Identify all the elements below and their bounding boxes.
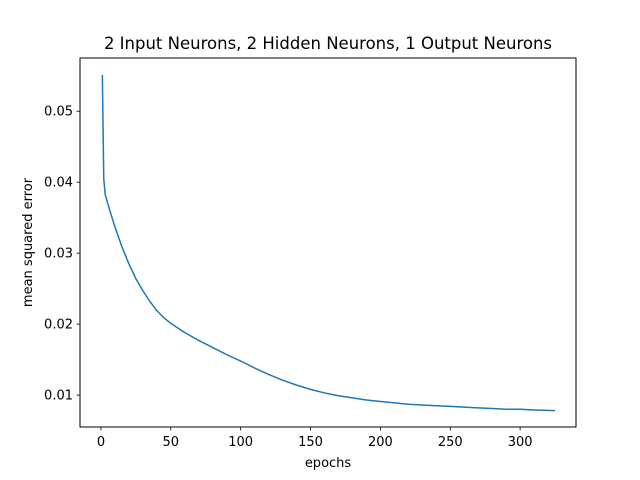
- y-axis-label: mean squared error: [21, 177, 36, 307]
- x-tick-label: 100: [228, 435, 253, 450]
- x-tick-label: 250: [438, 435, 463, 450]
- y-tick-label: 0.03: [44, 247, 73, 262]
- y-axis: 0.01 0.02 0.03 0.04 0.05: [44, 105, 80, 404]
- x-tick-label: 300: [508, 435, 533, 450]
- plot-area: [101, 75, 556, 412]
- y-tick-label: 0.05: [44, 105, 73, 120]
- x-tick-label: 200: [368, 435, 393, 450]
- axes-frame: [79, 57, 577, 428]
- y-tick-label: 0.02: [44, 318, 73, 333]
- y-tick-label: 0.01: [44, 389, 73, 404]
- x-tick-label: 50: [163, 435, 180, 450]
- x-axis-label: epochs: [305, 456, 352, 471]
- x-axis: 0 50 100 150 200 250 300: [97, 427, 533, 450]
- chart-title: 2 Input Neurons, 2 Hidden Neurons, 1 Out…: [104, 34, 552, 53]
- series-line-0: [101, 75, 556, 412]
- x-tick-label: 0: [97, 435, 105, 450]
- x-tick-label: 150: [298, 435, 323, 450]
- y-tick-label: 0.04: [44, 176, 73, 191]
